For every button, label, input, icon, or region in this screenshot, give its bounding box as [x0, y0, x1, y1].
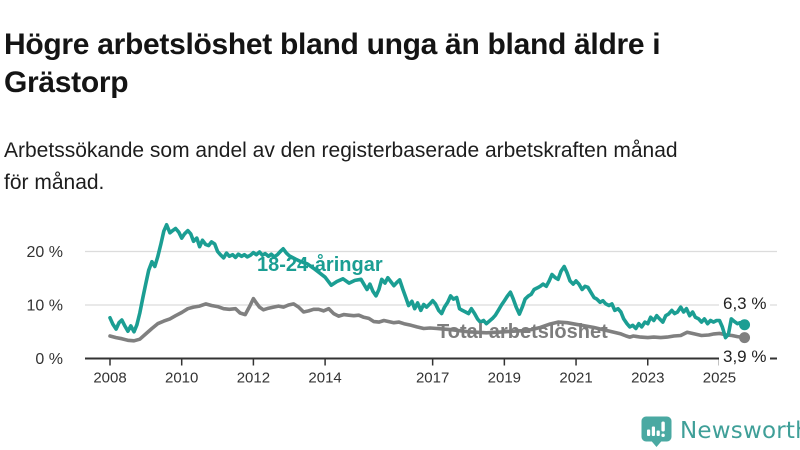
y-tick-label: 0 % — [35, 351, 63, 368]
x-tick-label: 2010 — [165, 370, 198, 387]
x-tick-label: 2021 — [559, 370, 592, 387]
x-tick-label: 2019 — [488, 370, 521, 387]
y-tick-label: 10 % — [27, 298, 63, 315]
series-line — [108, 296, 747, 343]
x-tick-label: 2023 — [631, 370, 664, 387]
newsworthy-pin-icon — [641, 416, 672, 447]
series-end-dot — [739, 332, 751, 344]
series-label-total: Total arbetslöshet — [437, 321, 608, 343]
x-tick-label: 2008 — [93, 370, 126, 387]
series-label-young: 18-24-åringar — [257, 254, 383, 276]
series-line — [108, 223, 747, 340]
chart-subtitle: Arbetssökande som andel av den registerb… — [4, 139, 678, 194]
page-title: Högre arbetslöshet bland unga än bland ä… — [4, 28, 661, 100]
x-tick-label: 2012 — [237, 370, 270, 387]
newsworthy-wordmark: Newsworthy — [680, 418, 800, 444]
x-tick-label: 2025 — [703, 370, 736, 387]
x-tick-label: 2014 — [308, 370, 341, 387]
newsworthy-logo[interactable]: Newsworthy — [640, 413, 800, 449]
end-value-total: 3,9 % — [719, 346, 771, 368]
y-tick-label: 20 % — [27, 244, 63, 261]
series-end-dot — [739, 319, 751, 331]
end-value-young: 6,3 % — [719, 293, 771, 315]
x-tick-label: 2017 — [416, 370, 449, 387]
